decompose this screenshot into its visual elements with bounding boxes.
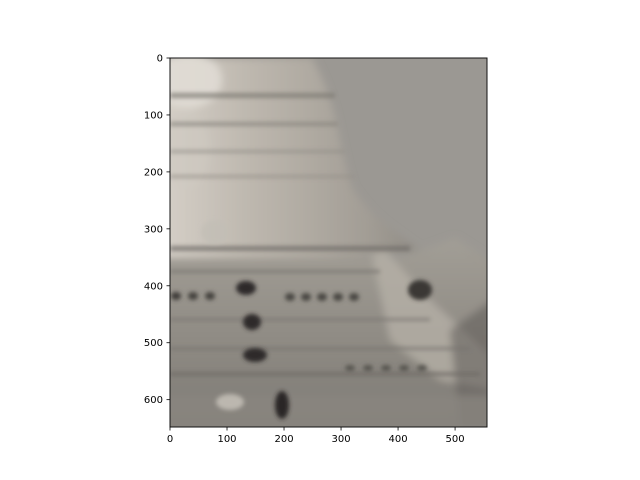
x-axis: 0 100 200 300 400 500 — [167, 427, 465, 445]
x-tick-label: 0 — [167, 434, 173, 445]
y-tick-label: 200 — [144, 167, 163, 178]
x-tick-label: 200 — [274, 434, 293, 445]
stupa-dome — [170, 58, 420, 258]
x-tick-label: 100 — [217, 434, 236, 445]
image-border — [169, 57, 488, 428]
y-tick-label: 100 — [144, 110, 163, 121]
y-axis: 0 100 200 300 400 500 600 — [144, 54, 170, 406]
stupa-windows — [171, 220, 432, 419]
y-tick-label: 300 — [144, 224, 163, 235]
photo-image — [170, 58, 487, 427]
y-tick-label: 600 — [144, 395, 163, 406]
x-tick-label: 500 — [446, 434, 465, 445]
x-tick-label: 300 — [331, 434, 350, 445]
y-tick-label: 500 — [144, 338, 163, 349]
y-tick-label: 400 — [144, 281, 163, 292]
x-tick-label: 400 — [389, 434, 408, 445]
y-tick-label: 0 — [157, 54, 163, 65]
